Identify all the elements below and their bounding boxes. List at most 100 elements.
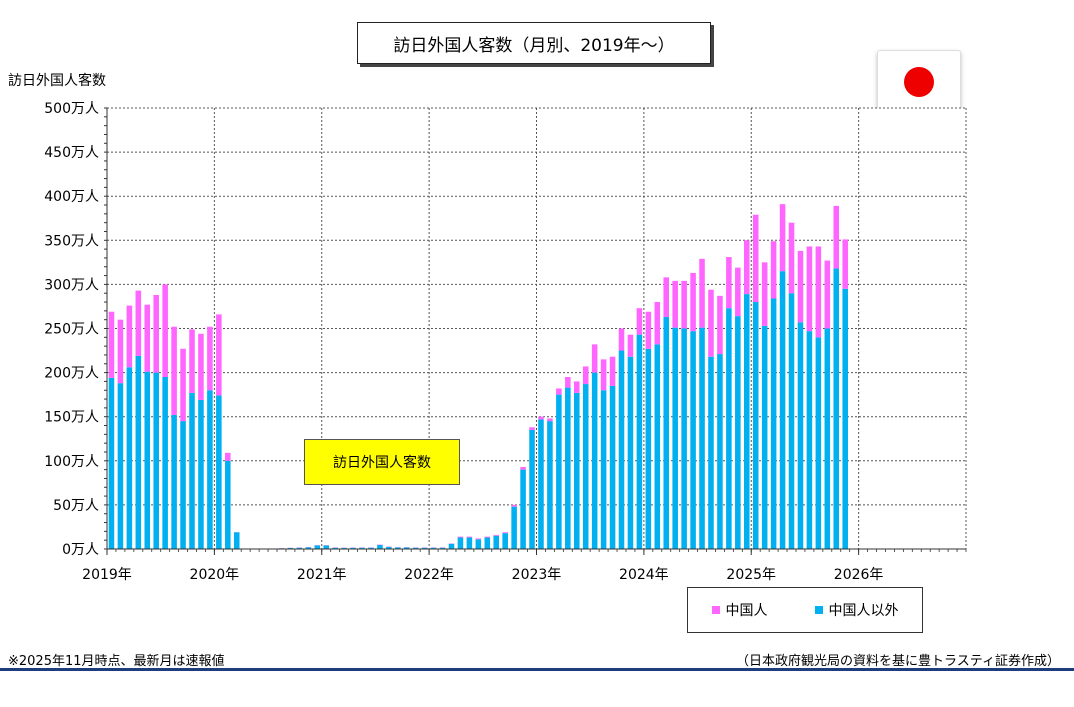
bar-china	[529, 427, 535, 430]
legend-label-china: 中国人	[725, 603, 768, 619]
bar-others	[198, 399, 204, 549]
y-tick-label: 400万人	[44, 189, 99, 205]
bar-others	[788, 293, 795, 549]
bar-others	[672, 327, 678, 549]
bar-others	[332, 547, 338, 549]
bar-china	[645, 311, 652, 349]
bar-others	[359, 547, 365, 549]
bar-others	[153, 372, 159, 549]
bar-others	[699, 327, 705, 549]
bar-others	[681, 328, 687, 549]
bar-china	[788, 222, 795, 294]
bar-china	[171, 326, 177, 415]
bar-china	[144, 304, 151, 372]
bar-others	[609, 385, 616, 549]
bar-china	[591, 344, 598, 373]
bar-others	[627, 356, 634, 549]
bar-china	[153, 294, 159, 373]
x-tick-label: 2019年	[82, 567, 132, 583]
bar-others	[126, 367, 133, 549]
bar-others	[663, 317, 670, 549]
x-tick-label: 2023年	[512, 567, 562, 583]
bar-others	[377, 545, 383, 549]
x-tick-label: 2026年	[834, 567, 884, 583]
bar-china	[654, 302, 661, 345]
bar-china	[475, 538, 482, 540]
bar-others	[770, 298, 777, 549]
bar-others	[421, 547, 428, 549]
bar-others	[117, 383, 124, 549]
legend-item-others: 中国人以外	[814, 600, 899, 620]
bar-china	[466, 536, 473, 538]
bar-others	[108, 377, 115, 549]
bar-china	[180, 348, 186, 422]
x-tick-label: 2025年	[726, 567, 776, 583]
bar-china	[225, 452, 231, 461]
japan-flag-icon	[877, 50, 961, 114]
y-axis-label: 訪日外国人客数	[8, 73, 106, 89]
bar-china	[752, 214, 759, 303]
bar-china	[618, 328, 625, 351]
bar-china	[609, 356, 616, 386]
bar-others	[189, 392, 195, 549]
bar-china	[627, 334, 634, 357]
bar-others	[493, 535, 500, 549]
bar-others	[207, 390, 213, 549]
bar-china	[216, 314, 222, 396]
bar-others	[386, 546, 392, 549]
bar-others	[654, 344, 661, 549]
bar-others	[368, 547, 374, 549]
bar-others	[484, 537, 491, 549]
bar-others	[439, 547, 446, 549]
bar-others	[726, 308, 732, 549]
bar-others	[806, 331, 813, 549]
y-tick-label: 500万人	[44, 101, 99, 117]
bar-others	[511, 506, 517, 549]
bar-china	[600, 359, 607, 391]
bar-others	[556, 394, 562, 549]
bar-chart: 0万人 50万人 100万人 150万人 200万人 250万人 300万人 350万人 400…	[44, 101, 967, 583]
bar-china	[547, 418, 553, 422]
bar-others	[842, 288, 848, 549]
bar-others	[520, 469, 526, 549]
bar-others	[171, 414, 177, 549]
bar-others	[573, 392, 580, 549]
bar-china	[457, 536, 464, 538]
bar-others	[618, 350, 625, 549]
y-tick-label: 50万人	[53, 498, 99, 514]
bar-others	[135, 355, 142, 549]
bar-others	[717, 354, 723, 549]
bar-others	[323, 545, 329, 549]
bar-china	[842, 239, 848, 289]
legend-label-others: 中国人以外	[828, 603, 899, 619]
legend-swatch-china	[711, 606, 720, 614]
bar-china	[806, 246, 813, 332]
bar-others	[466, 537, 473, 549]
bar-others	[475, 539, 482, 549]
bar-china	[690, 272, 696, 332]
bar-china	[797, 250, 804, 323]
bar-others	[233, 532, 240, 549]
bar-others	[591, 372, 598, 549]
bar-china	[744, 240, 750, 295]
bar-china	[636, 308, 643, 335]
bar-others	[600, 390, 607, 549]
bar-others	[216, 395, 222, 549]
bar-china	[126, 305, 133, 368]
bar-others	[403, 547, 410, 549]
bar-others	[735, 316, 741, 549]
bar-others	[815, 337, 822, 549]
bar-china	[511, 504, 517, 507]
bar-others	[502, 533, 508, 549]
bar-china	[198, 333, 204, 400]
bar-china	[162, 284, 168, 378]
bar-china	[189, 329, 195, 393]
bar-others	[744, 294, 750, 549]
bar-china	[672, 280, 678, 328]
bar-china	[717, 295, 723, 355]
x-tick-label: 2020年	[190, 567, 240, 583]
series-annotation: 訪日外国人客数	[304, 439, 460, 485]
bar-others	[412, 547, 419, 549]
bar-others	[448, 543, 455, 549]
source-note: （日本政府観光局の資料を基に豊トラスティ証券作成）	[736, 654, 1060, 669]
